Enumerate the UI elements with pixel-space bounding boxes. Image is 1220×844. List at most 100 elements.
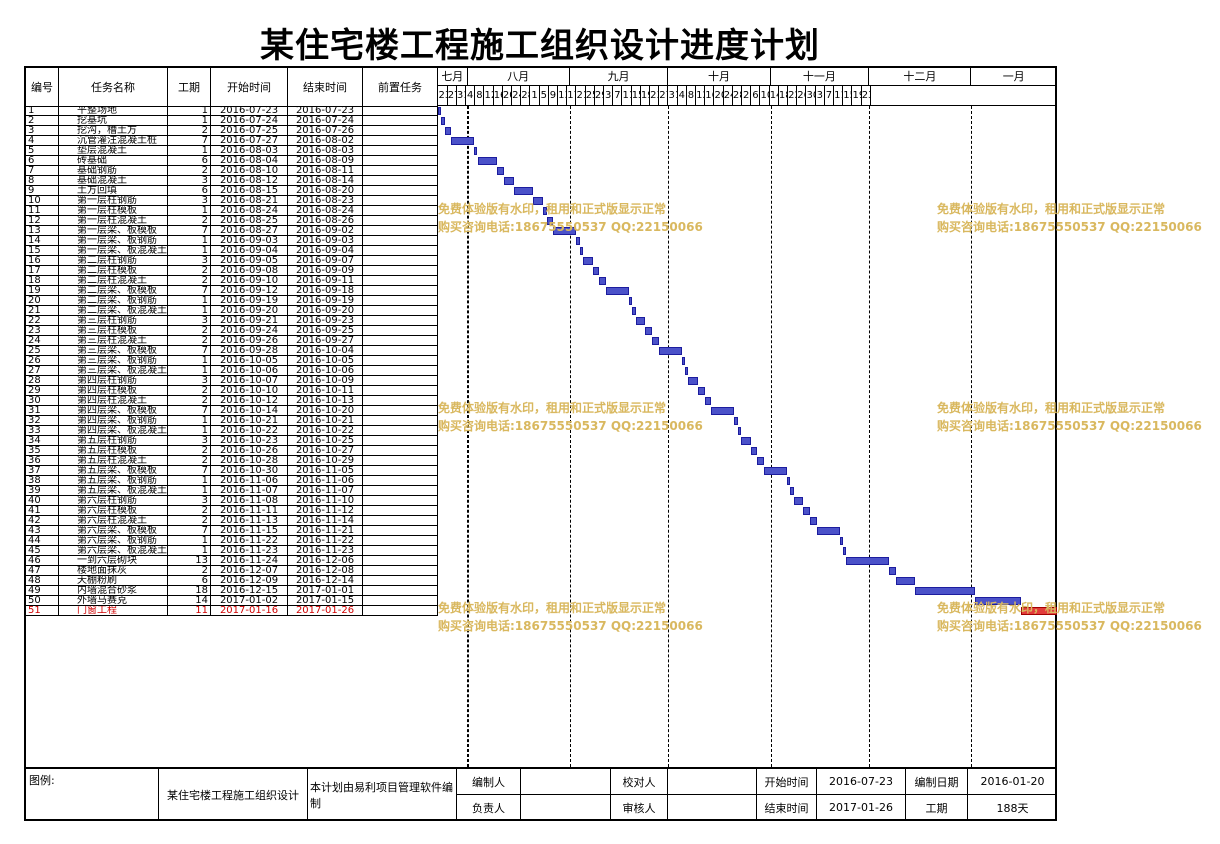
task-bar[interactable]	[974, 597, 1021, 605]
task-bar[interactable]	[477, 157, 498, 165]
table-row[interactable]: 21 第二层梁、板混凝土 1 2016-09-20 2016-09-20	[26, 306, 438, 316]
table-row[interactable]: 51 门窗工程 11 2017-01-16 2017-01-26	[26, 606, 438, 616]
table-row[interactable]: 39 第五层梁、板混凝土 1 2016-11-07 2016-11-07	[26, 486, 438, 496]
task-bar[interactable]	[652, 337, 659, 345]
table-row[interactable]: 44 第六层梁、板钢筋 1 2016-11-22 2016-11-22	[26, 536, 438, 546]
table-row[interactable]: 46 一到六层砌块 13 2016-11-24 2016-12-06	[26, 556, 438, 566]
table-row[interactable]: 48 天棚粉刷 6 2016-12-09 2016-12-14	[26, 576, 438, 586]
table-row[interactable]: 31 第四层梁、板模板 7 2016-10-14 2016-10-20	[26, 406, 438, 416]
table-row[interactable]: 3 挖沟，槽土方 2 2016-07-25 2016-07-26	[26, 126, 438, 136]
task-bar[interactable]	[599, 277, 606, 285]
table-row[interactable]: 6 砖基础 6 2016-08-04 2016-08-09	[26, 156, 438, 166]
task-bar[interactable]	[790, 487, 794, 495]
task-bar[interactable]	[628, 297, 633, 305]
task-bar[interactable]	[503, 177, 514, 185]
task-bar[interactable]	[438, 107, 442, 115]
table-row[interactable]: 29 第四层柱模板 2 2016-10-10 2016-10-11	[26, 386, 438, 396]
task-bar[interactable]	[576, 237, 580, 245]
table-row[interactable]: 4 沉管灌注混凝土桩 7 2016-07-27 2016-08-02	[26, 136, 438, 146]
task-bar[interactable]	[698, 387, 705, 395]
table-row[interactable]: 15 第一层梁、板混凝土 1 2016-09-04 2016-09-04	[26, 246, 438, 256]
table-row[interactable]: 42 第六层柱混凝土 2 2016-11-13 2016-11-14	[26, 516, 438, 526]
task-bar[interactable]	[681, 357, 685, 365]
task-bar[interactable]	[704, 397, 712, 405]
table-row[interactable]: 35 第五层柱模板 2 2016-10-26 2016-10-27	[26, 446, 438, 456]
task-bar[interactable]	[737, 427, 741, 435]
task-bar[interactable]	[810, 517, 817, 525]
critical-task-bar[interactable]	[1020, 607, 1057, 615]
task-bar[interactable]	[846, 557, 890, 565]
task-bar[interactable]	[734, 417, 738, 425]
table-row[interactable]: 1 平整场地 1 2016-07-23 2016-07-23	[26, 106, 438, 116]
task-bar[interactable]	[533, 197, 544, 205]
task-bar[interactable]	[889, 567, 896, 575]
task-bar[interactable]	[579, 247, 583, 255]
task-bar[interactable]	[474, 147, 478, 155]
task-bar[interactable]	[842, 547, 847, 555]
table-row[interactable]: 33 第四层梁、板混凝土 1 2016-10-22 2016-10-22	[26, 426, 438, 436]
task-bar[interactable]	[592, 267, 600, 275]
task-bar[interactable]	[787, 477, 791, 485]
task-bar[interactable]	[839, 537, 843, 545]
task-bar[interactable]	[632, 307, 636, 315]
table-row[interactable]: 16 第二层柱钢筋 3 2016-09-05 2016-09-07	[26, 256, 438, 266]
table-row[interactable]: 20 第二层梁、板钢筋 1 2016-09-19 2016-09-19	[26, 296, 438, 306]
table-row[interactable]: 12 第一层柱混凝土 2 2016-08-25 2016-08-26	[26, 216, 438, 226]
table-row[interactable]: 17 第二层柱模板 2 2016-09-08 2016-09-09	[26, 266, 438, 276]
table-row[interactable]: 5 垫层混凝土 1 2016-08-03 2016-08-03	[26, 146, 438, 156]
task-bar[interactable]	[553, 227, 577, 235]
task-bar[interactable]	[793, 497, 804, 505]
table-row[interactable]: 40 第六层柱钢筋 3 2016-11-08 2016-11-10	[26, 496, 438, 506]
task-bar[interactable]	[635, 317, 646, 325]
table-row[interactable]: 24 第三层柱混凝土 2 2016-09-26 2016-09-27	[26, 336, 438, 346]
task-bar[interactable]	[895, 577, 916, 585]
table-row[interactable]: 7 基础钢筋 2 2016-08-10 2016-08-11	[26, 166, 438, 176]
task-bar[interactable]	[497, 167, 504, 175]
table-row[interactable]: 34 第五层柱钢筋 3 2016-10-23 2016-10-25	[26, 436, 438, 446]
task-bar[interactable]	[688, 377, 699, 385]
table-row[interactable]: 50 外墙马赛克 14 2017-01-02 2017-01-15	[26, 596, 438, 606]
table-row[interactable]: 25 第三层梁、板模板 7 2016-09-28 2016-10-04	[26, 346, 438, 356]
table-row[interactable]: 9 土方回填 6 2016-08-15 2016-08-20	[26, 186, 438, 196]
table-row[interactable]: 28 第四层柱钢筋 3 2016-10-07 2016-10-09	[26, 376, 438, 386]
task-bar[interactable]	[684, 367, 689, 375]
task-bar[interactable]	[750, 447, 758, 455]
table-row[interactable]: 14 第一层梁、板钢筋 1 2016-09-03 2016-09-03	[26, 236, 438, 246]
table-row[interactable]: 32 第四层梁、板钢筋 1 2016-10-21 2016-10-21	[26, 416, 438, 426]
task-bar[interactable]	[513, 187, 534, 195]
table-row[interactable]: 10 第一层柱钢筋 3 2016-08-21 2016-08-23	[26, 196, 438, 206]
task-bar[interactable]	[605, 287, 629, 295]
table-row[interactable]: 11 第一层柱模板 1 2016-08-24 2016-08-24	[26, 206, 438, 216]
task-bar[interactable]	[711, 407, 735, 415]
table-row[interactable]: 41 第六层柱模板 2 2016-11-11 2016-11-12	[26, 506, 438, 516]
table-row[interactable]: 26 第三层梁、板钢筋 1 2016-10-05 2016-10-05	[26, 356, 438, 366]
task-bar[interactable]	[451, 137, 475, 145]
table-row[interactable]: 38 第五层梁、板钢筋 1 2016-11-06 2016-11-06	[26, 476, 438, 486]
table-row[interactable]: 43 第六层梁、板模板 7 2016-11-15 2016-11-21	[26, 526, 438, 536]
task-bar[interactable]	[763, 467, 787, 475]
task-bar[interactable]	[441, 117, 445, 125]
task-bar[interactable]	[658, 347, 682, 355]
task-bar[interactable]	[816, 527, 840, 535]
task-bar[interactable]	[582, 257, 593, 265]
table-row[interactable]: 36 第五层柱混凝土 2 2016-10-28 2016-10-29	[26, 456, 438, 466]
table-row[interactable]: 19 第二层梁、板模板 7 2016-09-12 2016-09-18	[26, 286, 438, 296]
table-row[interactable]: 37 第五层梁、板模板 7 2016-10-30 2016-11-05	[26, 466, 438, 476]
table-row[interactable]: 22 第三层柱钢筋 3 2016-09-21 2016-09-23	[26, 316, 438, 326]
task-bar[interactable]	[757, 457, 764, 465]
table-row[interactable]: 2 挖基坑 1 2016-07-24 2016-07-24	[26, 116, 438, 126]
table-row[interactable]: 18 第二层柱混凝土 2 2016-09-10 2016-09-11	[26, 276, 438, 286]
table-row[interactable]: 30 第四层柱混凝土 2 2016-10-12 2016-10-13	[26, 396, 438, 406]
table-row[interactable]: 27 第三层梁、板混凝土 1 2016-10-06 2016-10-06	[26, 366, 438, 376]
task-bar[interactable]	[645, 327, 652, 335]
table-row[interactable]: 8 基础混凝土 3 2016-08-12 2016-08-14	[26, 176, 438, 186]
table-row[interactable]: 23 第三层柱模板 2 2016-09-24 2016-09-25	[26, 326, 438, 336]
table-row[interactable]: 13 第一层梁、板模板 7 2016-08-27 2016-09-02	[26, 226, 438, 236]
table-row[interactable]: 47 楼地面抹灰 2 2016-12-07 2016-12-08	[26, 566, 438, 576]
task-bar[interactable]	[543, 207, 547, 215]
task-bar[interactable]	[915, 587, 975, 595]
task-bar[interactable]	[740, 437, 751, 445]
task-bar[interactable]	[546, 217, 554, 225]
table-row[interactable]: 45 第六层梁、板混凝土 1 2016-11-23 2016-11-23	[26, 546, 438, 556]
table-row[interactable]: 49 内墙混合砂浆 18 2016-12-15 2017-01-01	[26, 586, 438, 596]
